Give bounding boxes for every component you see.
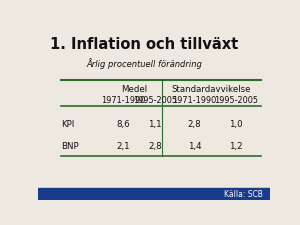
Text: 8,6: 8,6: [117, 120, 130, 129]
Text: 1971-1990: 1971-1990: [101, 96, 146, 105]
Text: 1,2: 1,2: [230, 142, 243, 151]
Text: 1,4: 1,4: [188, 142, 201, 151]
Text: BNP: BNP: [61, 142, 78, 151]
Text: Medel: Medel: [122, 85, 148, 94]
Text: 1995-2005: 1995-2005: [133, 96, 177, 105]
Text: 1,1: 1,1: [148, 120, 162, 129]
Text: 1,0: 1,0: [230, 120, 243, 129]
Text: 1995-2005: 1995-2005: [214, 96, 258, 105]
Text: Standardavvikelse: Standardavvikelse: [171, 85, 250, 94]
FancyBboxPatch shape: [38, 188, 270, 200]
Text: 1. Inflation och tillväxt: 1. Inflation och tillväxt: [50, 37, 238, 52]
Text: 2,1: 2,1: [117, 142, 130, 151]
Text: 2,8: 2,8: [188, 120, 201, 129]
Text: KPI: KPI: [61, 120, 74, 129]
Text: 1971-1990: 1971-1990: [172, 96, 217, 105]
Text: 2,8: 2,8: [148, 142, 162, 151]
Text: Årlig procentuell förändring: Årlig procentuell förändring: [86, 58, 202, 69]
Text: Källa: SCB: Källa: SCB: [224, 190, 263, 199]
